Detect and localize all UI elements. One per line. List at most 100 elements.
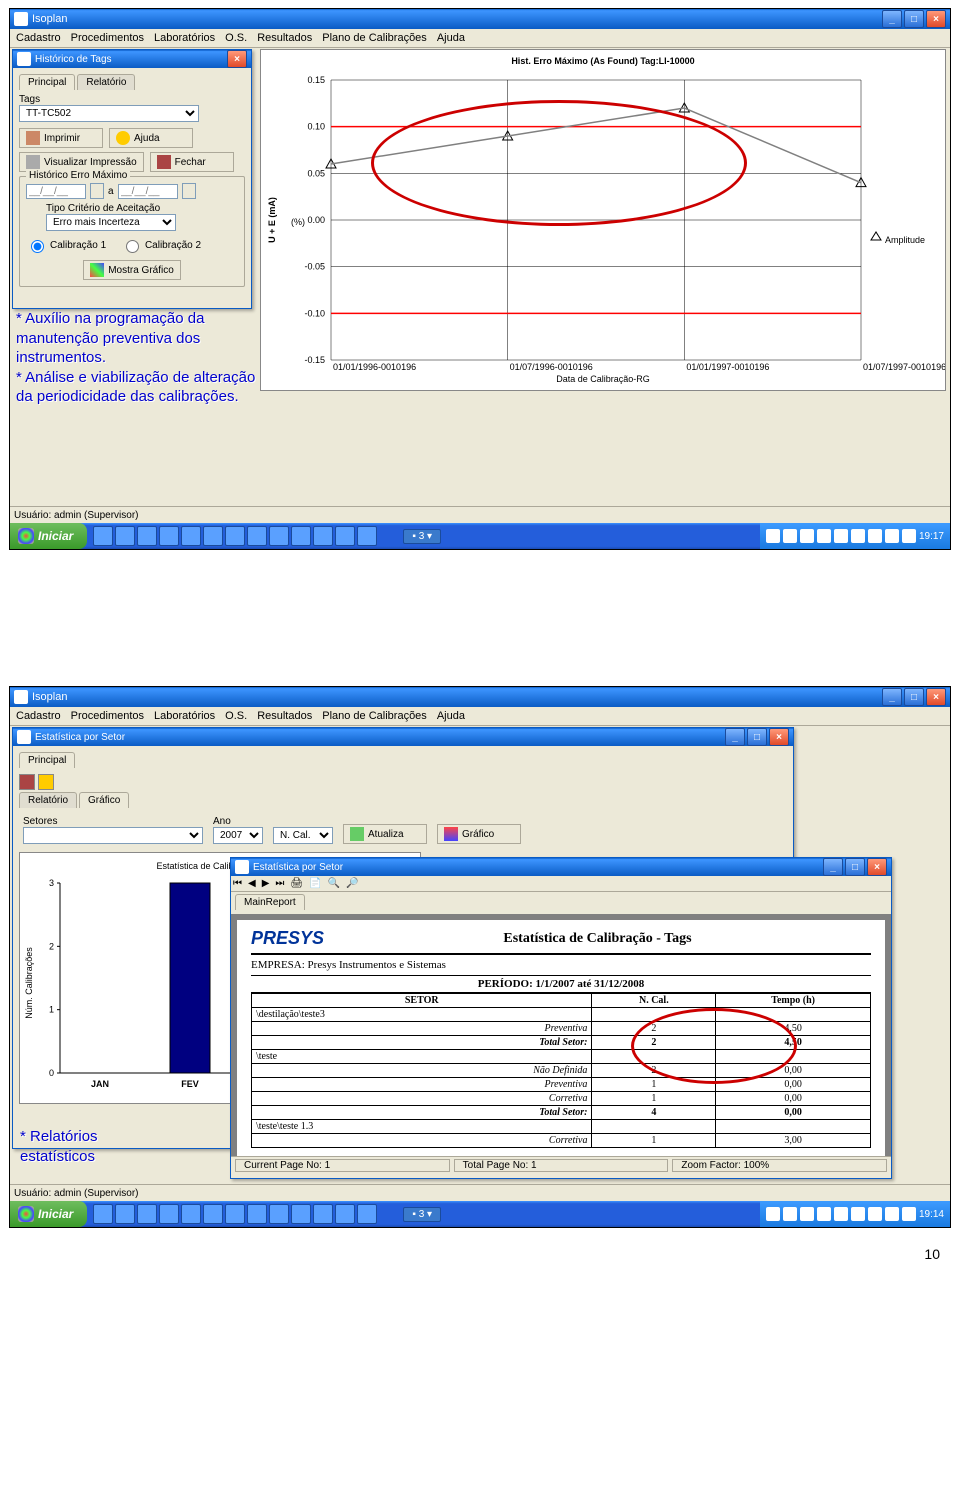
search-icon[interactable]: 🔎	[346, 878, 358, 889]
maximize-button[interactable]: □	[904, 688, 924, 706]
tray-icon[interactable]	[868, 529, 882, 543]
date-from-picker[interactable]	[90, 183, 104, 199]
tray-icon[interactable]	[783, 529, 797, 543]
ql-icon[interactable]	[335, 526, 355, 546]
nav-first-icon[interactable]: ⏮	[233, 878, 242, 889]
rpt-min[interactable]: _	[823, 858, 843, 876]
rpt-close[interactable]: ×	[867, 858, 887, 876]
nav-next-icon[interactable]: ▶	[262, 878, 270, 889]
ql-icon[interactable]	[291, 1204, 311, 1224]
close-button[interactable]: ×	[926, 688, 946, 706]
ql-icon[interactable]	[159, 1204, 179, 1224]
report-viewport[interactable]: PRESYS Estatística de Calibração - Tags …	[231, 914, 891, 1156]
ano-select[interactable]: 2007	[213, 827, 263, 844]
child-close[interactable]: ×	[769, 728, 789, 746]
menu-cadastro[interactable]: Cadastro	[16, 710, 61, 722]
start-button[interactable]: Iniciar	[10, 1201, 87, 1227]
atualiza-button[interactable]: Atualiza	[343, 824, 427, 844]
date-to-input[interactable]	[118, 184, 178, 199]
tray-icon[interactable]	[800, 529, 814, 543]
rb-cal2[interactable]: Calibração 2	[121, 237, 201, 253]
ql-icon[interactable]	[159, 526, 179, 546]
ql-icon[interactable]	[203, 526, 223, 546]
ql-icon[interactable]	[115, 526, 135, 546]
tab-principal[interactable]: Principal	[19, 752, 75, 768]
child-min[interactable]: _	[725, 728, 745, 746]
tray-icon[interactable]	[885, 1207, 899, 1221]
ql-icon[interactable]	[137, 526, 157, 546]
close-button[interactable]: ×	[926, 10, 946, 28]
tipo-select[interactable]: Erro mais Incerteza	[46, 214, 176, 231]
fechar-button[interactable]: Fechar	[150, 152, 234, 172]
export-icon[interactable]: 📄	[309, 878, 321, 889]
menu-laboratorios[interactable]: Laboratórios	[154, 32, 215, 44]
setores-select[interactable]	[23, 827, 203, 844]
imprimir-button[interactable]: Imprimir	[19, 128, 103, 148]
tray-icon[interactable]	[885, 529, 899, 543]
ql-icon[interactable]	[225, 1204, 245, 1224]
nav-last-icon[interactable]: ⏭	[275, 878, 284, 889]
task-group[interactable]: ▪ 3 ▾	[403, 529, 441, 544]
menu-cadastro[interactable]: Cadastro	[16, 32, 61, 44]
minimize-button[interactable]: _	[882, 10, 902, 28]
grafico-button[interactable]: Gráfico	[437, 824, 521, 844]
mostra-grafico-button[interactable]: Mostra Gráfico	[83, 260, 181, 280]
tray-icon[interactable]	[902, 1207, 916, 1221]
ql-icon[interactable]	[93, 526, 113, 546]
tab-grafico[interactable]: Gráfico	[79, 792, 129, 808]
tray-icon[interactable]	[834, 1207, 848, 1221]
maximize-button[interactable]: □	[904, 10, 924, 28]
tags-select[interactable]: TT-TC502	[19, 105, 199, 122]
tray-icon[interactable]	[766, 529, 780, 543]
menu-procedimentos[interactable]: Procedimentos	[71, 32, 144, 44]
tray-icon[interactable]	[868, 1207, 882, 1221]
ql-icon[interactable]	[291, 526, 311, 546]
ql-icon[interactable]	[313, 526, 333, 546]
tab-relatorio[interactable]: Relatório	[77, 74, 135, 90]
tab-mainreport[interactable]: MainReport	[235, 894, 305, 910]
tray-icon[interactable]	[851, 529, 865, 543]
start-button[interactable]: Iniciar	[10, 523, 87, 549]
menu-os[interactable]: O.S.	[225, 32, 247, 44]
ql-icon[interactable]	[115, 1204, 135, 1224]
tray-icon[interactable]	[783, 1207, 797, 1221]
tray-icon[interactable]	[800, 1207, 814, 1221]
ql-icon[interactable]	[137, 1204, 157, 1224]
child-close-button[interactable]: ×	[227, 50, 247, 68]
ql-icon[interactable]	[313, 1204, 333, 1224]
tab-relatorio[interactable]: Relatório	[19, 792, 77, 808]
ql-icon[interactable]	[269, 526, 289, 546]
print-icon[interactable]: 🖨	[290, 878, 303, 889]
ql-icon[interactable]	[203, 1204, 223, 1224]
tray-icon[interactable]	[766, 1207, 780, 1221]
ql-icon[interactable]	[335, 1204, 355, 1224]
tab-principal[interactable]: Principal	[19, 74, 75, 90]
menu-ajuda[interactable]: Ajuda	[437, 710, 465, 722]
rb-cal1[interactable]: Calibração 1	[26, 237, 106, 253]
ncal-select[interactable]: N. Cal.	[273, 827, 333, 844]
tray-icon[interactable]	[817, 529, 831, 543]
menu-os[interactable]: O.S.	[225, 710, 247, 722]
menu-resultados[interactable]: Resultados	[257, 32, 312, 44]
task-group[interactable]: ▪ 3 ▾	[403, 1207, 441, 1222]
ajuda-button[interactable]: Ajuda	[109, 128, 193, 148]
ql-icon[interactable]	[225, 526, 245, 546]
menu-ajuda[interactable]: Ajuda	[437, 32, 465, 44]
ql-icon[interactable]	[247, 526, 267, 546]
tray-icon[interactable]	[851, 1207, 865, 1221]
menu-resultados[interactable]: Resultados	[257, 710, 312, 722]
date-from-input[interactable]	[26, 184, 86, 199]
ql-icon[interactable]	[247, 1204, 267, 1224]
ql-icon[interactable]	[269, 1204, 289, 1224]
menu-procedimentos[interactable]: Procedimentos	[71, 710, 144, 722]
tray-icon[interactable]	[902, 529, 916, 543]
menu-plano[interactable]: Plano de Calibrações	[322, 710, 427, 722]
ql-icon[interactable]	[181, 1204, 201, 1224]
ql-icon[interactable]	[357, 1204, 377, 1224]
toolbar-icon[interactable]	[38, 774, 54, 790]
visualizar-button[interactable]: Visualizar Impressão	[19, 152, 144, 172]
zoom-icon[interactable]: 🔍	[328, 878, 340, 889]
rpt-max[interactable]: □	[845, 858, 865, 876]
minimize-button[interactable]: _	[882, 688, 902, 706]
date-to-picker[interactable]	[182, 183, 196, 199]
